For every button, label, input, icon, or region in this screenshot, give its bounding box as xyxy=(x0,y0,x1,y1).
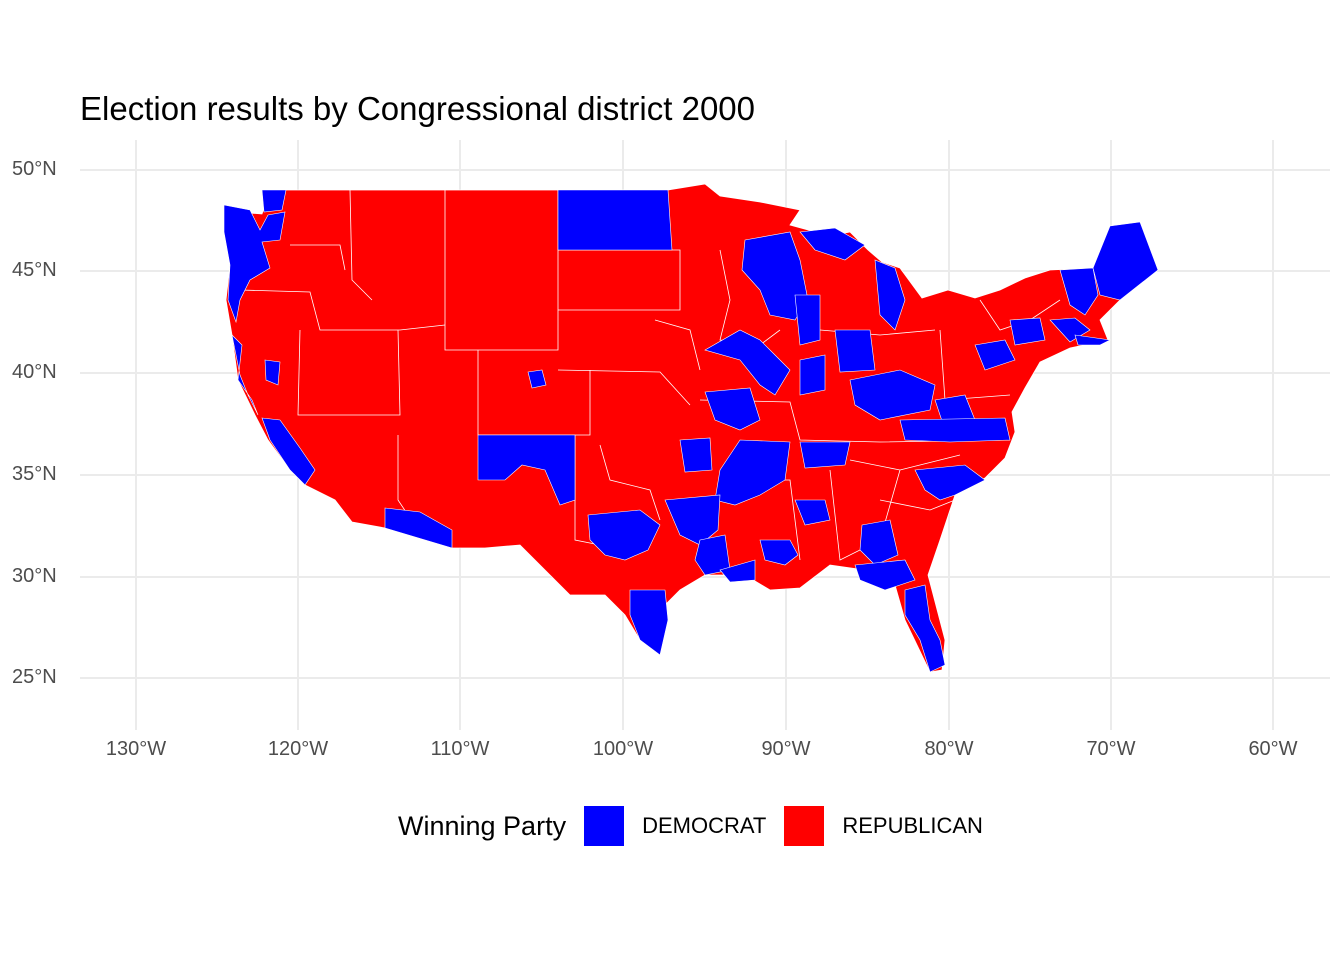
us-mainland-republican xyxy=(223,183,1159,673)
district-texas-east xyxy=(694,534,731,576)
district-texas-south xyxy=(629,589,669,656)
district-louisiana-south xyxy=(719,559,756,583)
legend: Winning Party DEMOCRAT REPUBLICAN xyxy=(398,806,1001,846)
congressional-districts xyxy=(223,183,1159,673)
district-iowa-illinois xyxy=(704,329,791,396)
district-west-coast-ca xyxy=(261,417,316,486)
district-arizona-south xyxy=(384,507,453,549)
boundary-line xyxy=(297,329,401,416)
legend-swatch-democrat xyxy=(584,806,625,846)
district-indiana xyxy=(834,329,876,373)
district-north-dakota xyxy=(557,189,673,251)
district-west-coast-ca xyxy=(231,334,259,416)
boundary-line xyxy=(290,244,346,271)
boundary-line xyxy=(444,190,559,351)
boundary-line xyxy=(349,189,373,301)
district-kansas-missouri xyxy=(704,387,761,431)
x-tick-label: 130°W xyxy=(105,738,167,760)
district-kentucky-ohio xyxy=(849,369,936,421)
district-florida-north xyxy=(854,559,916,591)
y-tick-label: 45°N xyxy=(12,259,57,281)
district-texas-central xyxy=(587,509,661,561)
district-michigan-east xyxy=(874,259,906,331)
y-tick-label: 50°N xyxy=(12,158,57,180)
boundary-line xyxy=(849,454,961,471)
x-tick-label: 100°W xyxy=(592,738,654,760)
district-texas-north xyxy=(664,494,721,546)
x-tick-label: 60°W xyxy=(1248,738,1298,760)
x-tick-label: 80°W xyxy=(924,738,974,760)
district-ny-long-island xyxy=(1074,334,1111,346)
x-tick-label: 90°W xyxy=(761,738,811,760)
district-new-england xyxy=(1059,267,1099,316)
x-tick-label: 110°W xyxy=(430,738,490,760)
district-tennessee xyxy=(799,441,851,469)
legend-title: Winning Party xyxy=(398,810,567,841)
district-illinois-chicago xyxy=(794,294,821,346)
y-tick-label: 25°N xyxy=(12,666,57,688)
boundary-line xyxy=(599,444,661,521)
district-new-mexico-north xyxy=(477,434,576,506)
y-tick-label: 40°N xyxy=(12,361,57,383)
chart-title: Election results by Congressional distri… xyxy=(80,90,756,127)
district-michigan-up xyxy=(799,227,866,261)
boundary-line xyxy=(239,289,446,331)
boundary-line xyxy=(654,319,701,371)
y-tick-label: 35°N xyxy=(12,463,57,485)
democrat-districts xyxy=(223,189,1159,673)
district-virginia xyxy=(899,417,1011,443)
legend-swatch-republican xyxy=(784,806,825,846)
district-wisconsin xyxy=(741,231,809,321)
district-florida-south xyxy=(904,584,946,673)
district-oklahoma-east xyxy=(679,437,713,473)
district-mississippi xyxy=(794,499,831,526)
district-ca-central xyxy=(264,359,281,386)
district-georgia xyxy=(859,519,899,566)
district-maine xyxy=(1092,221,1159,301)
district-louisiana xyxy=(759,539,799,566)
district-boundaries xyxy=(239,189,1061,561)
district-missouri-east xyxy=(799,354,826,396)
boundary-line xyxy=(699,399,1011,443)
boundary-line xyxy=(557,369,691,406)
boundary-line xyxy=(879,499,956,511)
district-arkansas xyxy=(714,439,791,506)
district-north-carolina xyxy=(914,464,986,501)
legend-label-republican: REPUBLICAN xyxy=(842,813,983,838)
district-west-coast-north xyxy=(261,189,287,213)
district-west-coast-north xyxy=(223,204,286,324)
x-tick-label: 120°W xyxy=(267,738,329,760)
x-tick-label: 70°W xyxy=(1086,738,1136,760)
district-pennsylvania xyxy=(974,339,1016,371)
legend-label-democrat: DEMOCRAT xyxy=(642,813,767,838)
y-tick-label: 30°N xyxy=(12,565,57,587)
district-colorado-denver xyxy=(527,369,547,389)
district-pennsylvania-east xyxy=(1009,317,1046,346)
boundary-line xyxy=(719,249,781,346)
